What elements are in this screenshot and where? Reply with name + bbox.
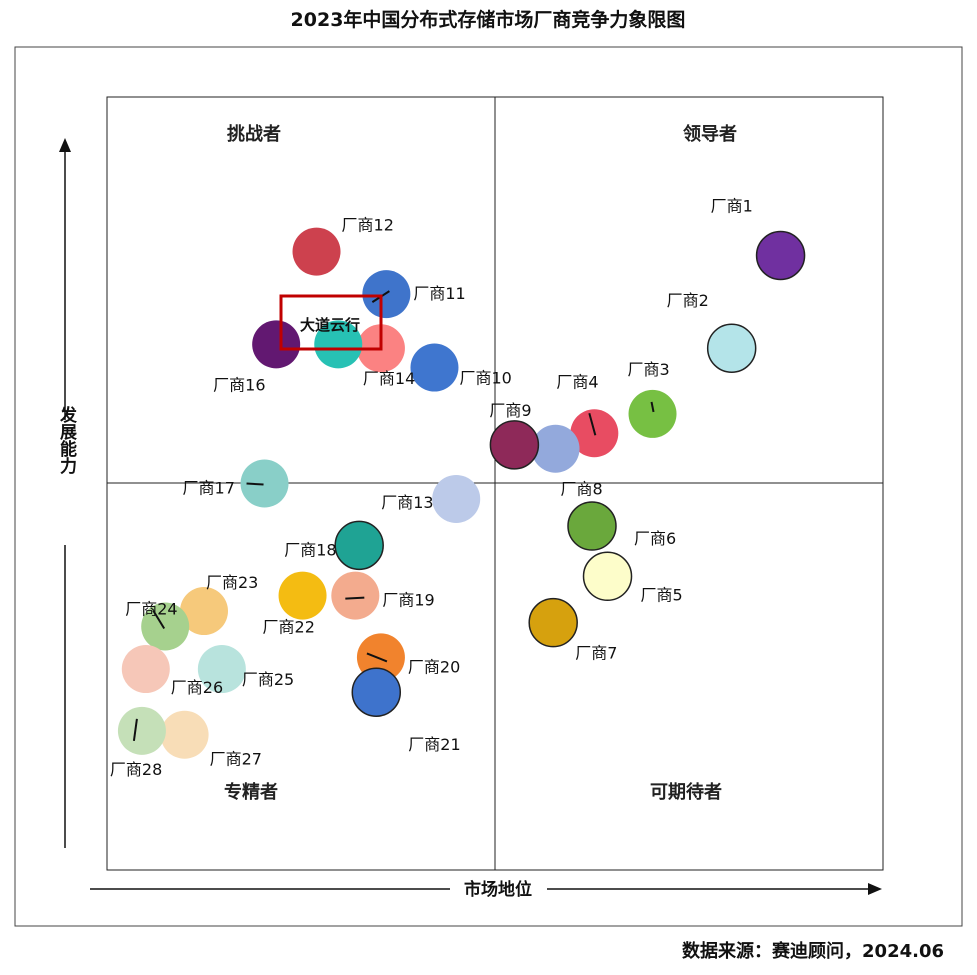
point-21 [351, 667, 402, 717]
point-7 [528, 597, 578, 648]
point-10 [410, 343, 459, 392]
point-24 [141, 602, 190, 651]
point-label-2: 厂商2 [667, 291, 709, 310]
quadrant-label-leaders: 领导者 [683, 123, 737, 145]
point-label-7: 厂商7 [575, 644, 617, 663]
quadrant-label-promising: 可期待者 [650, 781, 722, 803]
point-3 [628, 389, 677, 438]
point-mark-4 [588, 412, 597, 436]
point-18 [334, 520, 384, 571]
point-15 [314, 320, 363, 369]
point-label-9: 厂商9 [489, 401, 531, 420]
point-label-13: 厂商13 [381, 493, 433, 512]
point-label-24: 厂商24 [125, 600, 177, 619]
point-1 [755, 230, 806, 281]
point-label-11: 厂商11 [413, 284, 465, 303]
chart-title: 2023年中国分布式存储市场厂商竞争力象限图 [291, 8, 686, 31]
point-12 [292, 227, 341, 276]
point-mark-3 [650, 401, 655, 413]
x-axis-label: 市场地位 [464, 879, 532, 900]
point-22 [278, 571, 327, 620]
y-axis-arrowhead [59, 138, 71, 152]
point-13 [432, 474, 481, 523]
data-labels: 厂商1 厂商2 厂商3 厂商4 厂商5 厂商6 厂商7 厂商8 厂商9 厂商10 厂商11 厂商12 厂… [110, 196, 753, 778]
point-17 [240, 459, 289, 508]
point-label-19: 厂商19 [382, 591, 434, 610]
point-mark-20 [366, 652, 388, 663]
point-label-18: 厂商18 [284, 540, 336, 559]
x-axis-arrowhead [868, 883, 882, 895]
point-6 [567, 501, 617, 551]
point-mark-19 [345, 596, 365, 600]
point-5 [582, 551, 633, 602]
point-label-27: 厂商27 [210, 750, 262, 769]
y-axis-label: 发展能力 [56, 405, 78, 475]
point-label-25: 厂商25 [242, 670, 294, 689]
point-label-22: 厂商22 [263, 618, 315, 637]
point-27 [160, 710, 209, 759]
point-28 [117, 706, 166, 755]
point-label-16: 厂商16 [213, 375, 265, 394]
point-26 [121, 645, 170, 694]
point-label-1: 厂商1 [711, 196, 753, 215]
point-mark-17 [246, 482, 264, 486]
point-label-4: 厂商4 [556, 372, 598, 391]
point-label-6: 厂商6 [634, 529, 676, 548]
source-note: 数据来源：赛迪顾问，2024.06 [682, 940, 944, 962]
point-19 [331, 571, 380, 620]
point-label-5: 厂商5 [641, 585, 683, 604]
point-label-10: 厂商10 [459, 369, 511, 388]
highlight-label: 大道云行 [300, 316, 360, 334]
point-label-21: 厂商21 [408, 735, 460, 754]
point-mark-24 [152, 609, 166, 630]
point-label-14: 厂商14 [363, 369, 415, 388]
data-points [117, 227, 806, 759]
point-label-26: 厂商26 [171, 678, 223, 697]
highlight-box [279, 294, 383, 351]
point-label-8: 厂商8 [561, 480, 603, 499]
point-16 [252, 320, 301, 369]
quadrant-label-challengers: 挑战者 [227, 123, 281, 145]
point-8 [531, 424, 580, 473]
point-9 [489, 420, 540, 470]
point-23 [180, 587, 228, 636]
point-mark-28 [132, 718, 138, 741]
point-25 [197, 645, 246, 694]
point-label-20: 厂商20 [408, 657, 460, 676]
point-label-17: 厂商17 [183, 479, 235, 498]
point-label-28: 厂商28 [110, 760, 162, 779]
point-label-23: 厂商23 [206, 573, 258, 592]
quadrant-label-specialists: 专精者 [224, 781, 278, 803]
point-label-3: 厂商3 [628, 360, 670, 379]
point-2 [706, 323, 757, 373]
outer-frame [14, 46, 963, 927]
point-label-12: 厂商12 [342, 216, 394, 235]
